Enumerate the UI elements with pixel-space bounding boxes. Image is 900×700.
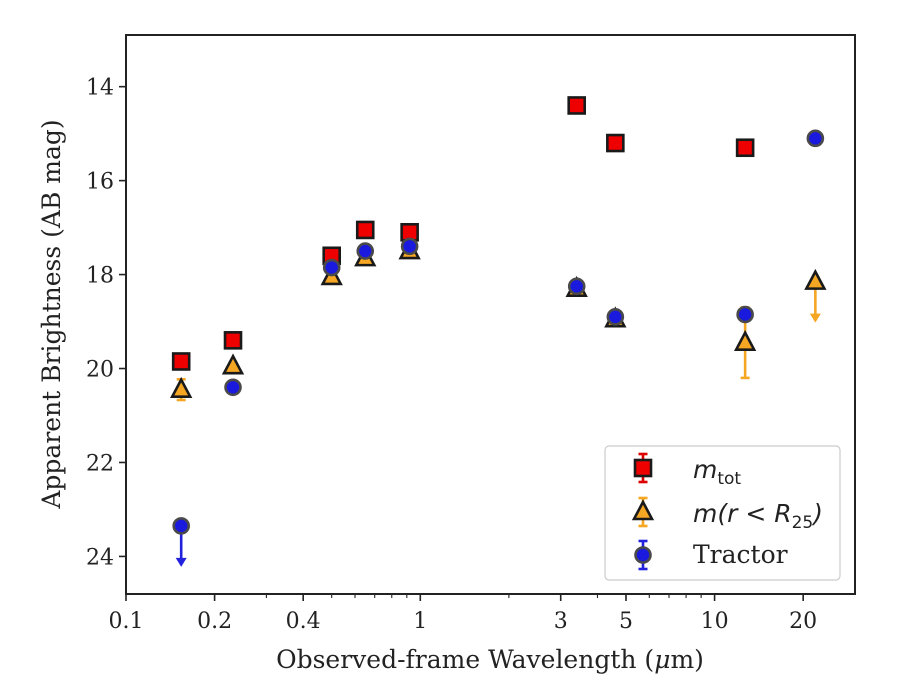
data-point-mr25 [733,329,757,351]
series-mr25 [170,238,827,402]
legend: mtot m(r < R25) Tractor [604,445,841,581]
legend-marker-tractor [634,546,652,564]
plot-frame [125,34,856,595]
data-point-mtot [223,331,243,350]
x-tick-label: 0.2 [197,609,232,634]
x-tick-label: 20 [789,609,817,634]
data-point-tractor [606,308,625,326]
series-mtot [171,96,755,371]
data-point-mr25 [804,268,827,290]
y-tick-label: 18 [86,264,114,289]
data-point-tractor [567,277,586,296]
y-tick-label: 16 [86,170,114,195]
data-point-tractor [400,237,419,256]
data-point-mtot [171,352,191,371]
upper-limit-arrow-head [175,557,187,567]
x-axis-label: Observed-frame Wavelength (μm) [276,645,704,674]
y-tick-label: 20 [86,358,114,383]
data-point-tractor [736,305,754,324]
y-tick-label: 24 [86,545,114,570]
data-point-mr25 [170,376,193,398]
legend-entry-mtot: mtot [693,455,741,489]
legend-marker-mr25 [631,499,655,521]
series-tractor [172,129,825,567]
x-tick-label: 1 [413,609,427,634]
data-point-mtot [606,133,625,153]
data-point-tractor [356,242,375,260]
data-point-tractor [322,258,341,277]
data-point-mr25 [221,353,245,375]
x-tick-label: 10 [701,609,729,634]
legend-box [604,445,841,581]
x-tick-label: 3 [554,609,568,634]
y-tick-label: 14 [86,76,114,101]
data-point-tractor [224,378,242,397]
y-tick-label: 22 [86,451,114,476]
data-point-tractor [806,129,825,148]
x-tick-label: 5 [619,609,633,634]
legend-marker-mtot [633,458,653,478]
y-axis-label: Apparent Brightness (AB mag) [37,119,66,509]
legend-symbols [631,452,655,571]
y-axis-ticks: 14 16 18 20 22 24 [86,76,126,570]
data-point-mtot [735,138,755,158]
x-axis-ticks: 0.1 0.2 0.4 1 3 5 10 20 [109,594,817,634]
data-point-mtot [567,96,587,115]
data-point-tractor [172,517,190,535]
legend-entry-m-r25: m(r < R25) [693,499,823,533]
x-tick-label: 0.4 [286,609,321,634]
data-marks [170,96,827,567]
x-tick-label: 0.1 [109,609,144,634]
upper-limit-arrow-head [809,313,821,323]
legend-entry-tractor: Tractor [693,540,788,569]
data-point-mtot [355,220,375,240]
